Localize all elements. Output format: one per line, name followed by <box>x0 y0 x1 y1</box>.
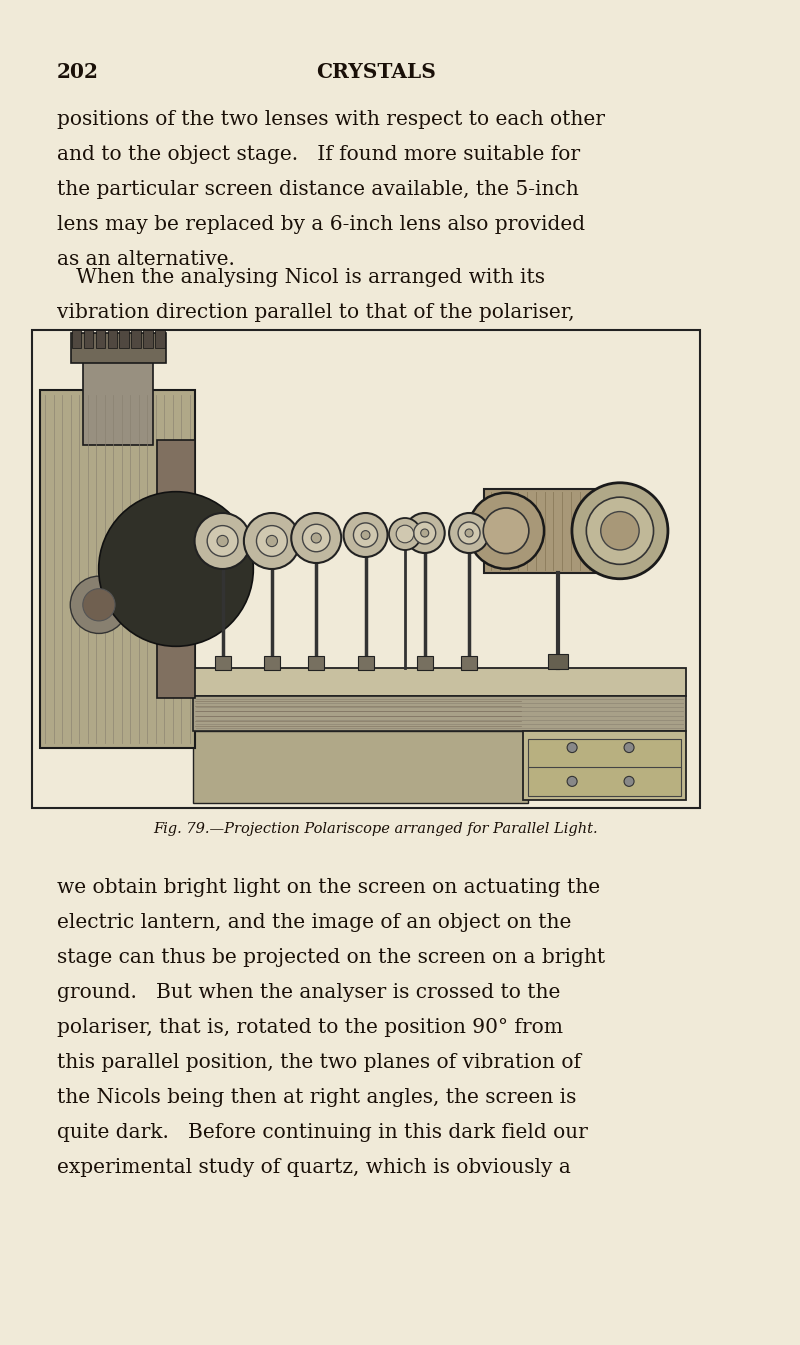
Bar <box>96 330 106 348</box>
Circle shape <box>354 523 378 547</box>
Text: vibration direction parallel to that of the polariser,: vibration direction parallel to that of … <box>57 303 574 321</box>
Bar <box>83 335 154 445</box>
Circle shape <box>421 529 429 537</box>
Text: the particular screen distance available, the 5-inch: the particular screen distance available… <box>57 180 578 199</box>
Text: electric lantern, and the image of an object on the: electric lantern, and the image of an ob… <box>57 913 575 932</box>
Circle shape <box>483 508 529 554</box>
Circle shape <box>266 535 278 546</box>
Bar <box>523 730 686 800</box>
Circle shape <box>207 526 238 557</box>
Circle shape <box>572 483 668 578</box>
Circle shape <box>389 518 421 550</box>
Bar <box>528 738 681 768</box>
Bar <box>308 656 324 670</box>
Circle shape <box>98 492 254 647</box>
Bar <box>548 654 568 668</box>
Bar <box>71 334 166 363</box>
Text: polariser, that is, rotated to the position 90° from: polariser, that is, rotated to the posit… <box>57 1018 563 1037</box>
Bar <box>461 656 477 670</box>
Circle shape <box>449 512 489 553</box>
Circle shape <box>567 742 577 753</box>
Text: and to the object stage.   If found more suitable for: and to the object stage. If found more s… <box>57 145 580 164</box>
Text: the Nicols being then at right angles, the screen is: the Nicols being then at right angles, t… <box>57 1088 576 1107</box>
Bar <box>358 656 374 670</box>
Circle shape <box>311 533 322 543</box>
Bar <box>84 330 94 348</box>
Circle shape <box>257 526 287 557</box>
Circle shape <box>414 522 436 543</box>
Circle shape <box>586 498 654 565</box>
Circle shape <box>405 512 445 553</box>
Text: we obtain bright light on the screen on actuating the: we obtain bright light on the screen on … <box>57 878 600 897</box>
Circle shape <box>468 492 544 569</box>
Circle shape <box>361 530 370 539</box>
Circle shape <box>624 776 634 787</box>
Bar <box>193 668 686 695</box>
Text: positions of the two lenses with respect to each other: positions of the two lenses with respect… <box>57 110 605 129</box>
Bar <box>107 330 117 348</box>
Text: 202: 202 <box>57 62 99 82</box>
Circle shape <box>82 589 115 621</box>
Bar <box>32 330 700 808</box>
Bar <box>484 488 632 573</box>
Text: stage can thus be projected on the screen on a bright: stage can thus be projected on the scree… <box>57 948 605 967</box>
Circle shape <box>194 512 250 569</box>
Circle shape <box>601 511 639 550</box>
Text: quite dark.   Before continuing in this dark field our: quite dark. Before continuing in this da… <box>57 1123 588 1142</box>
Bar <box>143 330 153 348</box>
Text: ground.   But when the analyser is crossed to the: ground. But when the analyser is crossed… <box>57 983 560 1002</box>
Bar <box>528 767 681 796</box>
Bar <box>264 656 280 670</box>
Circle shape <box>302 525 330 551</box>
Circle shape <box>244 512 300 569</box>
Text: When the analysing Nicol is arranged with its: When the analysing Nicol is arranged wit… <box>57 268 545 286</box>
Text: CRYSTALS: CRYSTALS <box>316 62 436 82</box>
Bar <box>214 656 230 670</box>
Bar <box>40 390 195 748</box>
Bar <box>157 440 195 698</box>
Text: experimental study of quartz, which is obviously a: experimental study of quartz, which is o… <box>57 1158 571 1177</box>
Bar <box>193 695 686 730</box>
Circle shape <box>567 776 577 787</box>
Bar <box>155 330 165 348</box>
Circle shape <box>396 525 414 543</box>
Bar <box>72 330 82 348</box>
Circle shape <box>70 576 127 633</box>
Circle shape <box>291 512 342 564</box>
Text: lens may be replaced by a 6-inch lens also provided: lens may be replaced by a 6-inch lens al… <box>57 215 585 234</box>
Bar <box>193 730 528 803</box>
Bar <box>119 330 129 348</box>
Bar <box>417 656 433 670</box>
Text: as an alternative.: as an alternative. <box>57 250 235 269</box>
Circle shape <box>217 535 228 546</box>
Text: this parallel position, the two planes of vibration of: this parallel position, the two planes o… <box>57 1053 581 1072</box>
Bar <box>131 330 141 348</box>
Circle shape <box>624 742 634 753</box>
Circle shape <box>465 529 473 537</box>
Circle shape <box>343 512 387 557</box>
Text: Fig. 79.—Projection Polariscope arranged for Parallel Light.: Fig. 79.—Projection Polariscope arranged… <box>154 822 598 837</box>
Circle shape <box>458 522 480 543</box>
